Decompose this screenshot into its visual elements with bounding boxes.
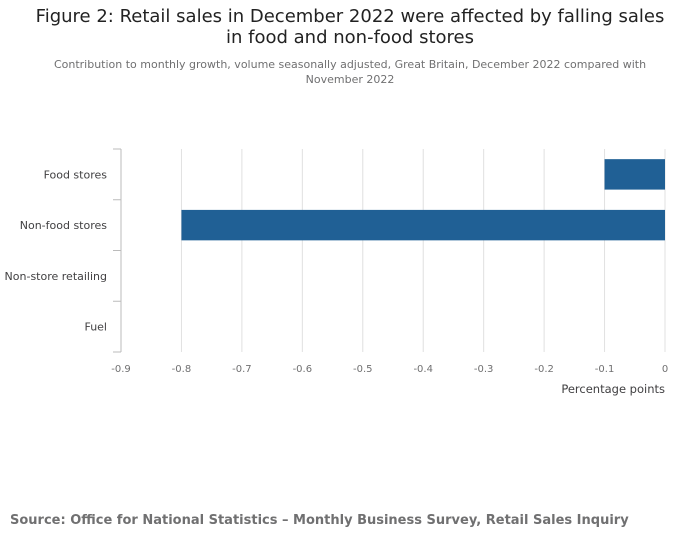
bar-non-food-stores <box>181 209 665 241</box>
category-label: Fuel <box>84 321 107 334</box>
x-tick-label: -0.9 <box>111 364 131 375</box>
x-tick-label: -0.8 <box>172 364 192 375</box>
y-axis <box>113 148 122 353</box>
bar-food-stores <box>604 159 665 190</box>
category-label: Non-food stores <box>20 219 108 232</box>
x-tick-label: -0.4 <box>413 364 433 375</box>
bars <box>181 159 665 241</box>
x-tick-label: -0.3 <box>474 364 494 375</box>
x-tick-label: -0.2 <box>534 364 554 375</box>
gridlines <box>120 149 666 352</box>
x-tick-label: 0 <box>662 364 668 375</box>
x-tick-label: -0.7 <box>232 364 252 375</box>
x-tick-label: -0.6 <box>293 364 313 375</box>
chart-subtitle: Contribution to monthly growth, volume s… <box>53 58 647 86</box>
category-labels: Food stores Non-food stores Non-store reta… <box>5 168 108 333</box>
category-label: Non-store retailing <box>5 270 107 283</box>
chart-title: Figure 2: Retail sales in December 2022 … <box>35 6 665 48</box>
x-axis-ticks: -0.9 -0.8 -0.7 -0.6 -0.5 -0.4 -0.3 -0.2 -0.1 0 <box>111 364 668 375</box>
x-tick-label: -0.1 <box>595 364 615 375</box>
x-tick-label: -0.5 <box>353 364 373 375</box>
category-label: Food stores <box>44 168 108 181</box>
x-axis-label: Percentage points <box>561 382 665 396</box>
source-note: Source: Office for National Statistics –… <box>10 513 629 528</box>
